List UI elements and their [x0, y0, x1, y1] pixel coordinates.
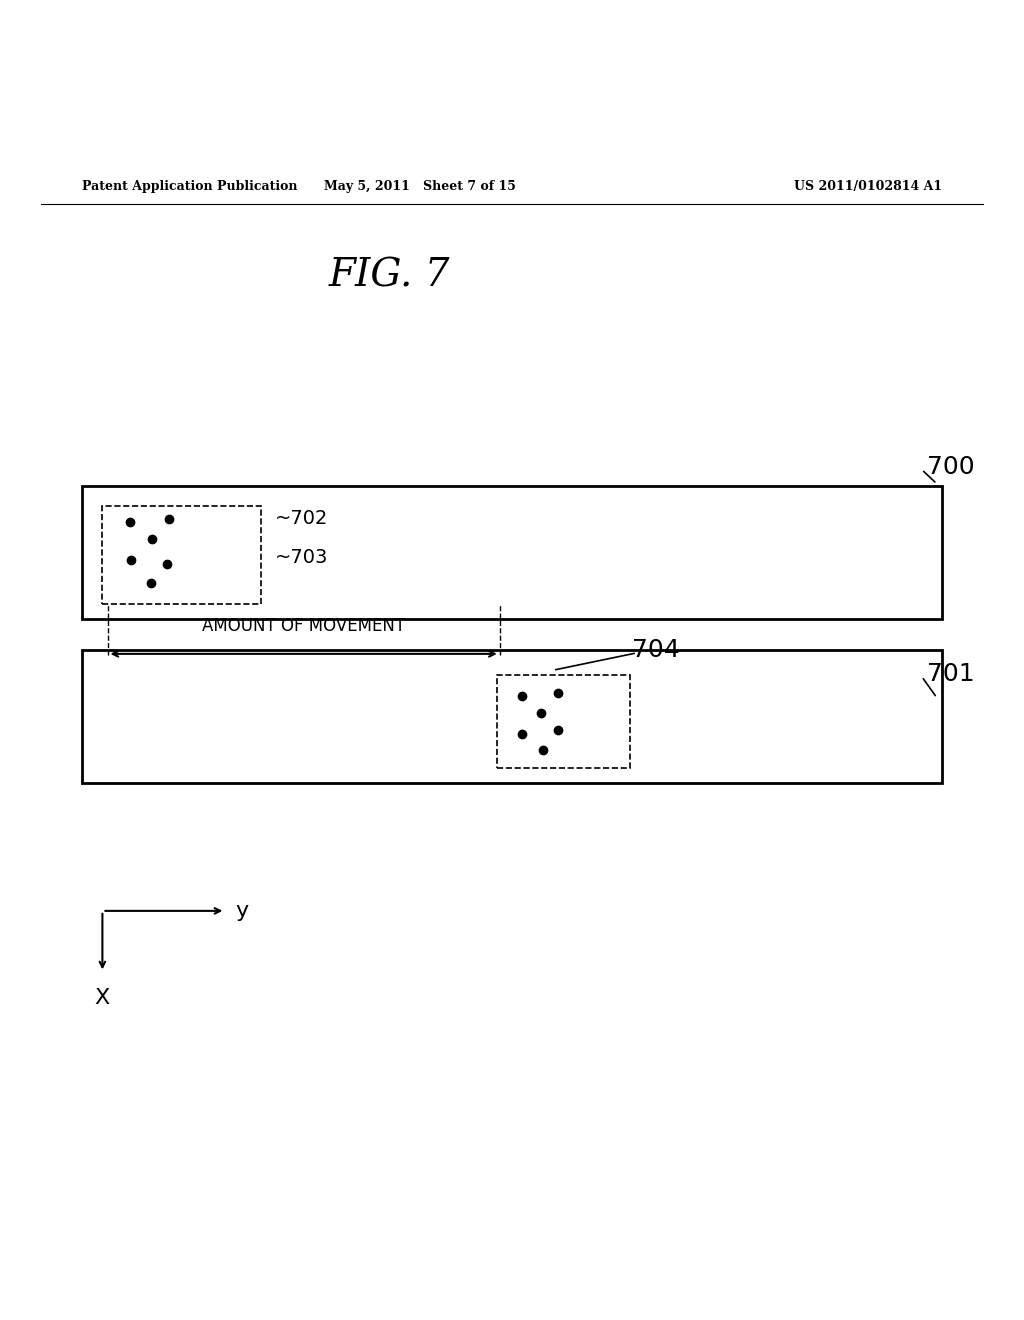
Bar: [82, 649, 942, 783]
Text: 700: 700: [927, 455, 975, 479]
Bar: [82, 486, 942, 619]
Bar: [102, 507, 261, 603]
Text: X: X: [95, 987, 110, 1007]
Text: US 2011/0102814 A1: US 2011/0102814 A1: [794, 181, 942, 194]
Bar: [497, 676, 630, 767]
Text: AMOUNT OF MOVEMENT: AMOUNT OF MOVEMENT: [202, 618, 406, 635]
Text: 704: 704: [632, 638, 680, 661]
Text: Patent Application Publication: Patent Application Publication: [82, 181, 297, 194]
Text: ~703: ~703: [274, 548, 328, 568]
Text: 701: 701: [927, 663, 975, 686]
Text: y: y: [236, 900, 249, 921]
Text: FIG. 7: FIG. 7: [329, 257, 450, 294]
Text: May 5, 2011   Sheet 7 of 15: May 5, 2011 Sheet 7 of 15: [324, 181, 516, 194]
Text: ~702: ~702: [274, 510, 328, 528]
